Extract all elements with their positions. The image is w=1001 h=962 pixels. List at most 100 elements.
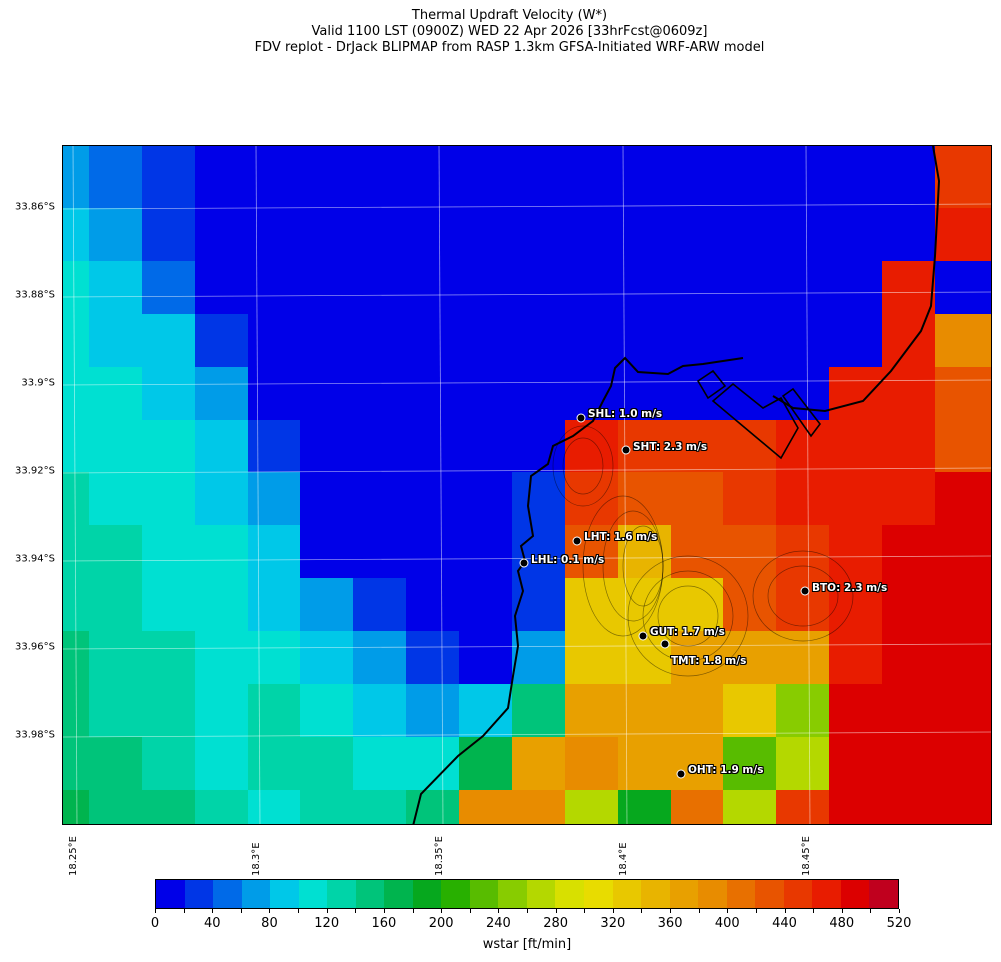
heatmap-cell xyxy=(353,261,406,314)
heatmap-cell xyxy=(300,420,353,472)
colorbar-tick xyxy=(755,909,757,913)
colorbar-tick-label: 400 xyxy=(714,916,740,931)
heatmap-cell xyxy=(142,578,195,631)
heatmap-cell xyxy=(248,472,300,525)
colorbar-tick-label: 200 xyxy=(428,916,454,931)
colorbar-tick xyxy=(469,909,471,913)
colorbar-tick xyxy=(240,909,242,913)
heatmap-cell xyxy=(353,684,406,737)
heatmap-cell xyxy=(459,578,512,631)
heatmap-cell xyxy=(618,684,671,737)
colorbar-tick-label: 160 xyxy=(371,916,397,931)
heatmap-cell xyxy=(459,631,512,684)
heatmap-cell xyxy=(723,578,776,631)
colorbar-tick-label: 0 xyxy=(150,916,160,931)
heatmap-cell xyxy=(671,146,723,208)
graticule-line xyxy=(63,379,991,386)
heatmap-cell xyxy=(829,578,882,631)
heatmap-cell xyxy=(300,737,353,790)
terrain-contour xyxy=(562,437,604,495)
terrain-contour xyxy=(767,565,839,627)
heatmap-cell xyxy=(512,631,565,684)
heatmap-cell xyxy=(353,737,406,790)
heatmap-cell xyxy=(63,146,89,208)
heatmap-cell xyxy=(248,208,300,261)
colorbar-tick-label: 80 xyxy=(261,916,278,931)
colorbar-tick-label: 360 xyxy=(657,916,683,931)
heatmap-cell xyxy=(776,367,829,420)
colorbar-swatch xyxy=(840,880,870,908)
terrain-contour xyxy=(657,585,719,647)
heatmap-cell xyxy=(353,367,406,420)
station-label: BTO: 2.3 m/s xyxy=(812,582,888,594)
heatmap-cell xyxy=(142,684,195,737)
heatmap-cell xyxy=(89,261,142,314)
heatmap-cell xyxy=(829,737,882,790)
heatmap-cell xyxy=(776,208,829,261)
heatmap-cell xyxy=(935,367,991,420)
heatmap-cell xyxy=(353,146,406,208)
heatmap-cell xyxy=(829,684,882,737)
heatmap-cell xyxy=(89,472,142,525)
station-label: LHL: 0.1 m/s xyxy=(531,554,605,566)
heatmap-cell xyxy=(63,367,89,420)
heatmap-cell xyxy=(776,631,829,684)
graticule-line xyxy=(805,146,811,824)
heatmap-cell xyxy=(406,684,459,737)
heatmap-cell xyxy=(248,684,300,737)
heatmap-cell xyxy=(671,684,723,737)
heatmap-cell xyxy=(300,367,353,420)
x-tick-label: 18.25°E xyxy=(68,836,79,876)
heatmap-cell xyxy=(776,420,829,472)
heatmap-cell xyxy=(406,314,459,367)
heatmap-cell xyxy=(512,314,565,367)
station-label: GUT: 1.7 m/s xyxy=(650,626,725,638)
heatmap-cell xyxy=(353,314,406,367)
colorbar-tick xyxy=(727,909,729,913)
heatmap-cell xyxy=(89,525,142,578)
heatmap-cell xyxy=(300,790,353,824)
heatmap-cell xyxy=(882,790,935,824)
heatmap-cell xyxy=(63,525,89,578)
heatmap-cell xyxy=(353,420,406,472)
heatmap-cell xyxy=(565,146,618,208)
heatmap-cell xyxy=(935,261,991,314)
heatmap-cell xyxy=(459,472,512,525)
colorbar-tick xyxy=(641,909,643,913)
heatmap-cell xyxy=(248,420,300,472)
heatmap-cell xyxy=(248,314,300,367)
heatmap-cell xyxy=(512,525,565,578)
heatmap-cell xyxy=(882,420,935,472)
colorbar-swatch xyxy=(755,880,784,908)
heatmap-cell xyxy=(935,578,991,631)
heatmap-cell xyxy=(89,790,142,824)
colorbar-tick-label: 240 xyxy=(485,916,511,931)
heatmap-cell xyxy=(882,737,935,790)
station-label: SHL: 1.0 m/s xyxy=(588,408,663,420)
heatmap-cell xyxy=(829,472,882,525)
station-dot xyxy=(638,631,648,641)
heatmap-cell xyxy=(935,472,991,525)
heatmap-cell xyxy=(512,367,565,420)
heatmap-cell xyxy=(618,737,671,790)
heatmap-cell xyxy=(353,208,406,261)
heatmap-cell xyxy=(776,261,829,314)
heatmap-cell xyxy=(248,631,300,684)
heatmap-cell xyxy=(935,790,991,824)
colorbar-tick xyxy=(784,909,786,913)
terrain-contour xyxy=(627,555,749,677)
heatmap-cell xyxy=(723,261,776,314)
heatmap-cell xyxy=(829,367,882,420)
graticule-line xyxy=(438,146,444,824)
heatmap-cell xyxy=(723,684,776,737)
heatmap-cell xyxy=(829,261,882,314)
heatmap-cell xyxy=(565,208,618,261)
heatmap-cell xyxy=(248,578,300,631)
colorbar-swatch xyxy=(526,880,556,908)
graticule-line xyxy=(63,643,991,650)
colorbar-swatch xyxy=(156,880,185,908)
y-tick-label: 33.98°S xyxy=(15,729,55,741)
colorbar-swatch xyxy=(355,880,385,908)
colorbar-tick xyxy=(870,909,872,913)
heatmap-cell xyxy=(565,367,618,420)
